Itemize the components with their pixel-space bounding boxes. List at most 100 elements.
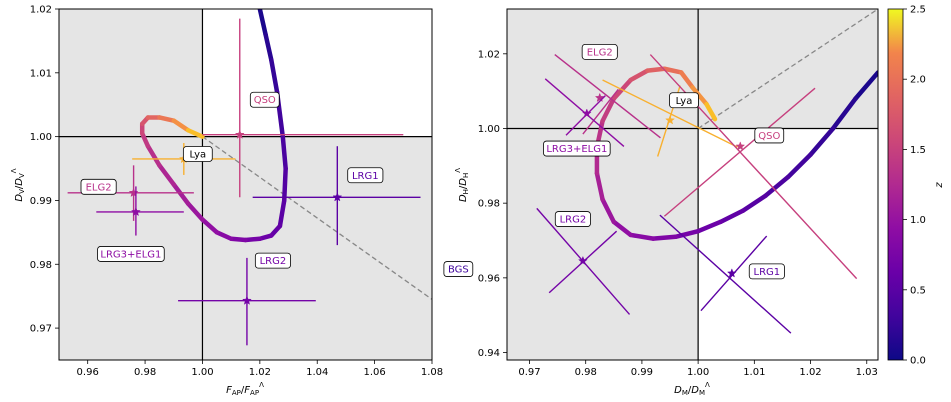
measurement-elg2: [554, 54, 661, 139]
left-panel: 0.96 0.98 1.00 1.02 1.04 1.06 1.08 0.97 0.98 0.99…: [10, 5, 474, 397]
curve-segment: [139, 131, 151, 149]
label-lya: Lya: [182, 146, 213, 162]
star-marker: [442, 227, 451, 235]
dashed-boundary-line: [697, 9, 878, 130]
curve-segment: [280, 134, 288, 171]
label-box: [249, 91, 280, 108]
label-text: Lya: [189, 149, 206, 160]
label-elg2: ELG2: [80, 178, 117, 195]
colorbar-tick-label: 2.0: [910, 75, 926, 86]
label-text: LRG2: [260, 256, 287, 267]
y-tick-label: 1.02: [30, 5, 52, 16]
curve-segment: [662, 66, 684, 75]
x-tick-label: 1.08: [421, 367, 443, 378]
error-axis-1: [649, 54, 858, 280]
label-box: [347, 167, 384, 184]
curve-segment: [277, 198, 287, 229]
right-panel: 0.97 0.98 0.99 1.00 1.01 1.02 1.03 0.94 0.96 0.98…: [454, 8, 879, 397]
y-tick-label: 1.00: [30, 132, 52, 143]
label-box: [254, 252, 291, 269]
measurement-qso: [202, 18, 404, 198]
shaded-region-2: [202, 136, 432, 360]
y-tick-label: 1.02: [478, 49, 500, 60]
colorbar-tick-label: 0.0: [910, 356, 926, 367]
curve-segment: [704, 101, 718, 122]
error-axis-2: [582, 88, 619, 135]
y-tick-label: 0.98: [30, 260, 52, 271]
measurement-lrg1: [252, 146, 421, 246]
measurement-lrg2: [536, 207, 631, 315]
star-marker: [726, 268, 737, 278]
measurement-lrg3-elg1: [96, 186, 184, 236]
label-lrg1: LRG1: [748, 263, 785, 280]
measurement-qso: [649, 54, 858, 280]
star-marker: [128, 187, 139, 198]
label-text: LRG2: [560, 215, 587, 226]
y-tick-label: 0.98: [478, 199, 500, 210]
x-tick-label: 1.03: [856, 367, 878, 378]
curve-segment: [600, 197, 617, 225]
label-box: [443, 261, 474, 277]
colorbar-tick-label: 2.5: [910, 5, 926, 16]
curve-segment: [157, 115, 177, 123]
left-x-axis-label: FAP/FAPΛ: [226, 381, 264, 397]
measurement-lrg3-elg1: [544, 78, 625, 147]
dashed-boundary-line: [202, 136, 432, 300]
curve-segment: [690, 85, 709, 107]
label-text: Lya: [676, 96, 693, 107]
curve-segment: [808, 126, 836, 157]
star-marker: [594, 92, 605, 103]
curve-segment: [650, 234, 678, 241]
curve-segment: [611, 219, 633, 238]
label-bgs: BGS: [443, 261, 474, 277]
colorbar-tick-label: 0.5: [910, 285, 926, 296]
label-lrg3-elg1: LRG3+ELG1: [543, 140, 611, 157]
curve-segment: [214, 230, 234, 241]
curve-segment: [200, 217, 220, 235]
x-tick-label: 1.04: [306, 367, 328, 378]
curve-segment: [718, 208, 746, 225]
x-tick-label: 0.97: [518, 367, 540, 378]
label-lya: Lya: [669, 92, 699, 109]
error-axis-1: [602, 79, 738, 148]
curve-segment: [145, 143, 162, 168]
label-lrg2: LRG2: [254, 252, 291, 269]
label-lrg2: LRG2: [554, 211, 591, 227]
curve-segment: [628, 68, 650, 83]
x-tick-label: 1.00: [687, 367, 709, 378]
y-tick-label: 1.00: [478, 124, 500, 135]
curve-segment: [263, 32, 274, 63]
curve-segment: [171, 182, 191, 206]
curve-segment: [600, 96, 617, 124]
label-text: ELG2: [587, 47, 613, 58]
label-text: QSO: [254, 95, 276, 106]
label-box: [754, 127, 785, 144]
star-marker: [130, 206, 141, 217]
curve-segment: [185, 128, 205, 139]
error-axis-2: [663, 87, 816, 217]
star-marker: [234, 129, 245, 139]
curve-segment: [281, 166, 288, 203]
curve-segment: [853, 70, 878, 101]
curve-segment: [785, 152, 813, 180]
label-lrg1: LRG1: [347, 167, 384, 184]
label-text: ELG2: [86, 182, 112, 193]
curve-segment: [695, 219, 723, 234]
error-axis-1: [659, 214, 792, 334]
x-tick-label: 0.98: [575, 367, 597, 378]
x-tick-label: 0.96: [77, 367, 99, 378]
error-axis-1: [554, 54, 661, 139]
colorbar-tick-label: 1.5: [910, 145, 926, 156]
curve-segment: [269, 57, 280, 95]
label-box: [97, 246, 165, 262]
curve-segment: [740, 193, 768, 213]
label-box: [669, 92, 699, 109]
x-tick-label: 0.98: [134, 367, 156, 378]
x-tick-label: 1.06: [363, 367, 385, 378]
label-text: LRG1: [352, 171, 379, 182]
x-tick-label: 0.99: [631, 367, 653, 378]
x-tick-label: 1.01: [743, 367, 765, 378]
x-tick-label: 1.02: [799, 367, 821, 378]
colorbar-label: z: [934, 182, 945, 189]
right-x-axis-label: DM/DMΛ: [674, 381, 710, 397]
